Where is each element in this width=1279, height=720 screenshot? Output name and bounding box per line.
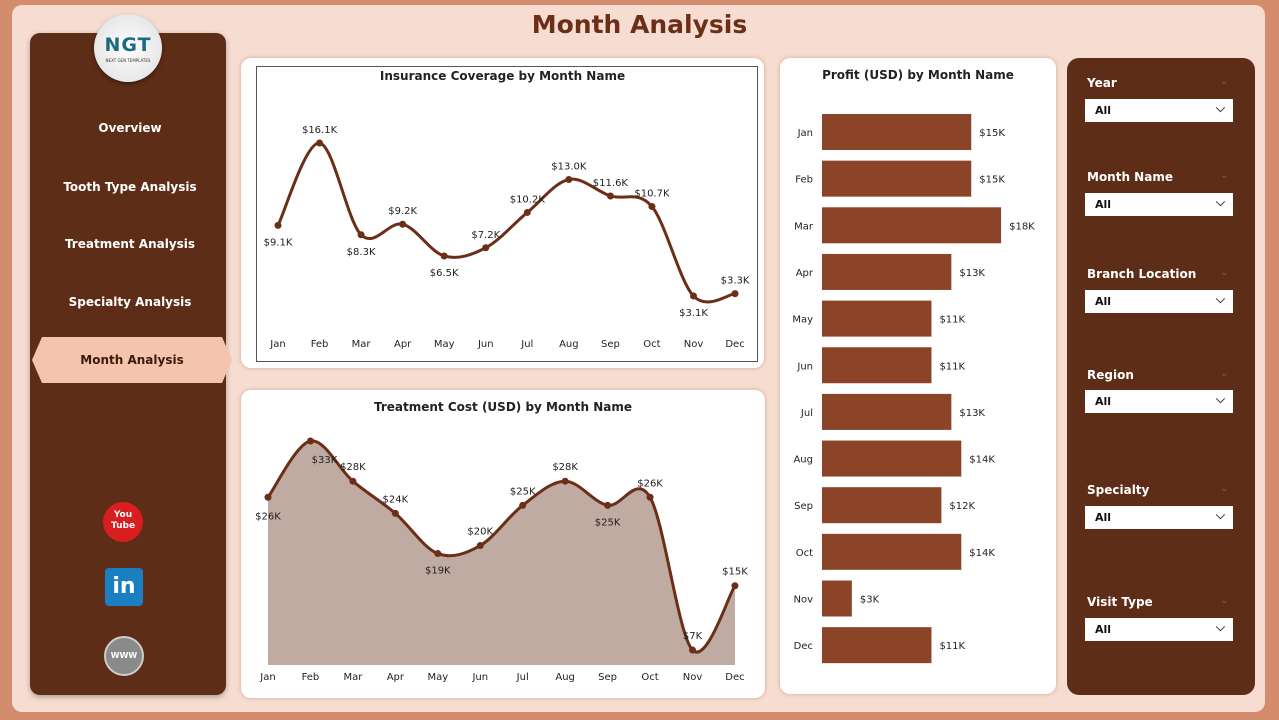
slicer-panel (1067, 58, 1255, 695)
slicer-dropdown-year[interactable]: All ⌵ (1085, 99, 1233, 122)
chevron-down-icon: ⌵ (1215, 620, 1225, 634)
chart-title: Profit (USD) by Month Name (822, 68, 1014, 82)
page-title: Month Analysis (531, 10, 748, 39)
profit-card: Profit (USD) by Month Name (780, 58, 1056, 694)
nav-tooth-type-analysis[interactable]: Tooth Type Analysis (63, 180, 197, 194)
chevron-down-icon[interactable]: ⌄ (1220, 76, 1229, 87)
slicer-dropdown-branch-location[interactable]: All ⌵ (1085, 290, 1233, 313)
chevron-down-icon: ⌵ (1215, 392, 1225, 406)
nav-overview[interactable]: Overview (98, 121, 162, 135)
chevron-down-icon[interactable]: ⌄ (1220, 267, 1229, 278)
slicer-label-year: Year (1087, 76, 1117, 90)
chevron-down-icon[interactable]: ⌄ (1220, 595, 1229, 606)
slicer-dropdown-region[interactable]: All ⌵ (1085, 390, 1233, 413)
nav-month-analysis[interactable]: Month Analysis (32, 337, 232, 383)
youtube-icon[interactable]: You Tube (103, 502, 143, 542)
chevron-down-icon: ⌵ (1215, 508, 1225, 522)
chevron-down-icon[interactable]: ⌄ (1220, 170, 1229, 181)
slicer-label-specialty: Specialty (1087, 483, 1150, 497)
slicer-dropdown-month-name[interactable]: All ⌵ (1085, 193, 1233, 216)
nav-treatment-analysis[interactable]: Treatment Analysis (64, 237, 196, 251)
slicer-label-month-name: Month Name (1087, 170, 1173, 184)
chart-title: Treatment Cost (USD) by Month Name (373, 400, 633, 414)
globe-icon[interactable]: WWW (104, 636, 144, 676)
chevron-down-icon[interactable]: ⌄ (1220, 483, 1229, 494)
slicer-dropdown-visit-type[interactable]: All ⌵ (1085, 618, 1233, 641)
nav-specialty-analysis[interactable]: Specialty Analysis (68, 295, 192, 309)
slicer-label-visit-type: Visit Type (1087, 595, 1153, 609)
chevron-down-icon: ⌵ (1215, 101, 1225, 115)
chevron-down-icon: ⌵ (1215, 292, 1225, 306)
chevron-down-icon: ⌵ (1215, 195, 1225, 209)
treatment-cost-card: Treatment Cost (USD) by Month Name (241, 390, 765, 698)
chart-title: Insurance Coverage by Month Name (379, 69, 626, 83)
chevron-down-icon[interactable]: ⌄ (1220, 368, 1229, 379)
slicer-label-branch-location: Branch Location (1087, 267, 1197, 281)
insurance-coverage-card: Insurance Coverage by Month Name (241, 58, 764, 368)
logo: NGT NEXT GEN TEMPLATES (94, 14, 162, 82)
linkedin-icon[interactable]: in (105, 568, 143, 606)
slicer-dropdown-specialty[interactable]: All ⌵ (1085, 506, 1233, 529)
slicer-label-region: Region (1087, 368, 1134, 382)
